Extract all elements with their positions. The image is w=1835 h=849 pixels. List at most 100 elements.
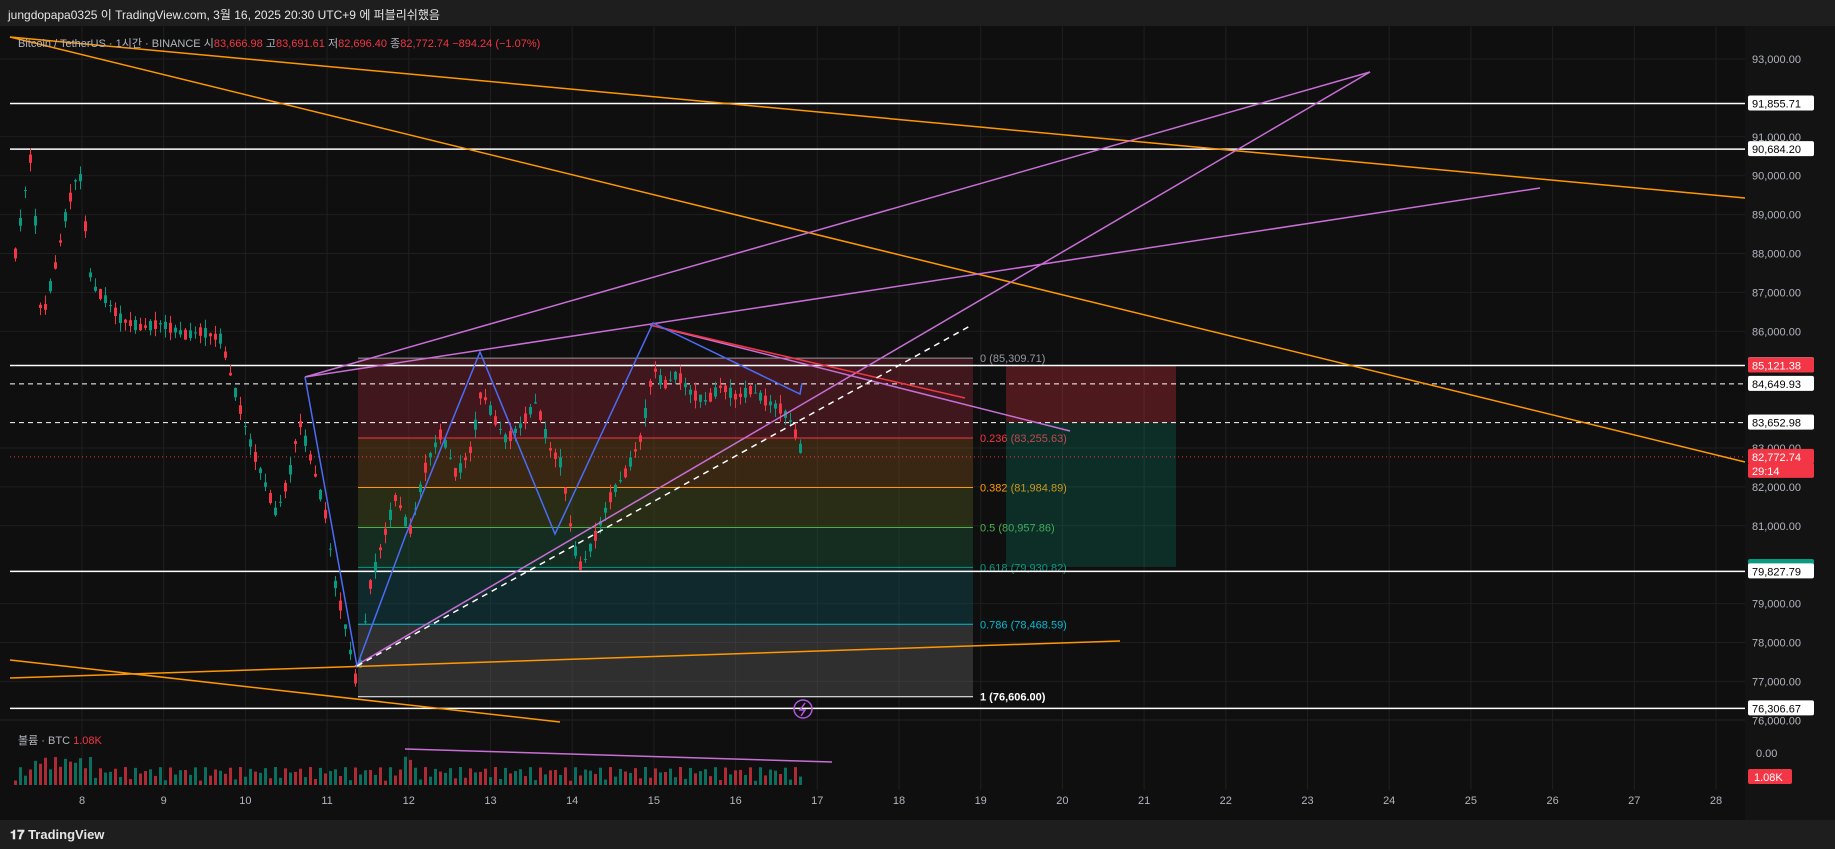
candle-body [114, 307, 117, 317]
candle-body [489, 405, 492, 415]
fib-level-label: 0.5 (80,957.86) [980, 522, 1055, 534]
candle-body [144, 325, 147, 328]
time-axis-label: 22 [1220, 795, 1232, 807]
trendline-orange[interactable] [9, 36, 1746, 199]
candle-body [24, 190, 27, 192]
low-label: 저 [327, 38, 339, 50]
candle-body [189, 330, 192, 338]
volume-bar [264, 768, 267, 785]
event-marker-icon[interactable] [793, 699, 813, 719]
price-tag[interactable] [1748, 357, 1814, 373]
candle-body [714, 387, 717, 397]
position-target-zone[interactable] [1006, 422, 1176, 567]
volume-bar [199, 780, 202, 785]
candle-body [314, 473, 317, 477]
harmonic-pattern[interactable] [304, 321, 803, 669]
trendline-red[interactable] [649, 324, 966, 399]
price-tag[interactable] [1748, 95, 1814, 111]
candle-body [554, 452, 557, 459]
price-tag[interactable] [1748, 462, 1814, 478]
volume-bar [379, 767, 382, 785]
volume-bar [769, 769, 772, 785]
candle-body [774, 403, 777, 409]
candle-body [29, 154, 32, 163]
volume-bar [119, 777, 122, 785]
fib-zone [358, 438, 973, 488]
trendline-violet[interactable] [404, 748, 833, 763]
volume-bar [519, 769, 522, 785]
price-chart[interactable]: 0 (85,309.71) 0.236 (83,255.63) 0.382 (81,… [0, 26, 1835, 820]
volume-tag[interactable] [1748, 769, 1792, 784]
time-axis-label: 26 [1546, 795, 1558, 807]
volume-bar [469, 768, 472, 785]
volume-bar [664, 772, 667, 785]
volume-bar [144, 771, 147, 785]
time-axis-label: 21 [1138, 795, 1150, 807]
candle-body [634, 449, 637, 452]
price-tag[interactable] [1748, 700, 1814, 716]
trendline-orange[interactable] [9, 36, 1746, 463]
candle-body [579, 561, 582, 570]
candle-body [14, 248, 17, 259]
high-value: 83,691.61 [275, 38, 325, 50]
time-axis-label: 11 [321, 795, 332, 807]
time-axis-label: 10 [239, 795, 251, 807]
volume-bar [429, 776, 432, 785]
trendline-violet[interactable] [304, 187, 1541, 378]
price-tag-label: 91,855.71 [1752, 99, 1801, 111]
trendline-orange[interactable] [9, 640, 1121, 679]
candle-body [584, 558, 587, 560]
trendline-violet[interactable] [354, 71, 1371, 667]
tradingview-logo[interactable]: 𝟏𝟕 TradingView [10, 827, 105, 842]
candle-body [109, 305, 112, 307]
volume-bar [784, 767, 787, 785]
candle-body [379, 547, 382, 551]
price-tag[interactable] [1748, 563, 1814, 579]
volume-bar [214, 769, 217, 785]
price-tag[interactable] [1748, 448, 1814, 464]
price-tag[interactable] [1748, 414, 1814, 430]
candle-body [614, 484, 617, 493]
time-axis-label: 20 [1056, 795, 1068, 807]
candle-body [709, 392, 712, 402]
volume-bar [294, 771, 297, 785]
volume-bar [629, 772, 632, 785]
volume-bar [569, 780, 572, 785]
volume-bar [709, 776, 712, 785]
volume-bar [729, 774, 732, 785]
volume-bar [289, 772, 292, 785]
fib-zone [358, 487, 973, 528]
candle-body [364, 621, 367, 623]
volume-bar [89, 757, 92, 785]
volume-bar [24, 775, 27, 785]
volume-bar [29, 769, 32, 785]
candle-body [454, 468, 457, 477]
volume-bar [744, 775, 747, 785]
volume-bar [114, 768, 117, 785]
price-tag[interactable] [1748, 375, 1814, 391]
volume-bar [184, 769, 187, 785]
candle-body [599, 521, 602, 526]
trendline-violet[interactable] [304, 71, 1371, 378]
volume-bar [374, 774, 377, 785]
candle-body [309, 454, 312, 461]
volume-bar [84, 768, 87, 785]
price-axis-label: 90,000.00 [1752, 171, 1801, 183]
time-axis-label: 27 [1628, 795, 1640, 807]
trendline-orange[interactable] [9, 659, 561, 723]
candle-body [219, 333, 222, 344]
price-tag[interactable] [1748, 141, 1814, 157]
symbol-name[interactable]: Bitcoin / TetherUS · 1시간 · BINANCE [18, 38, 201, 50]
volume-bar [444, 772, 447, 785]
position-stop-zone[interactable] [1006, 365, 1176, 423]
candle-body [94, 286, 97, 291]
volume-bar [169, 767, 172, 785]
volume-bar [19, 767, 22, 785]
volume-bar [584, 769, 587, 785]
projection-dashed-line[interactable] [356, 325, 971, 667]
volume-label[interactable]: 볼륨 · BTC [18, 735, 71, 747]
candle-body [559, 457, 562, 468]
volume-bar [614, 776, 617, 785]
trendline-violet[interactable] [649, 324, 1071, 432]
candle-body [164, 321, 167, 330]
